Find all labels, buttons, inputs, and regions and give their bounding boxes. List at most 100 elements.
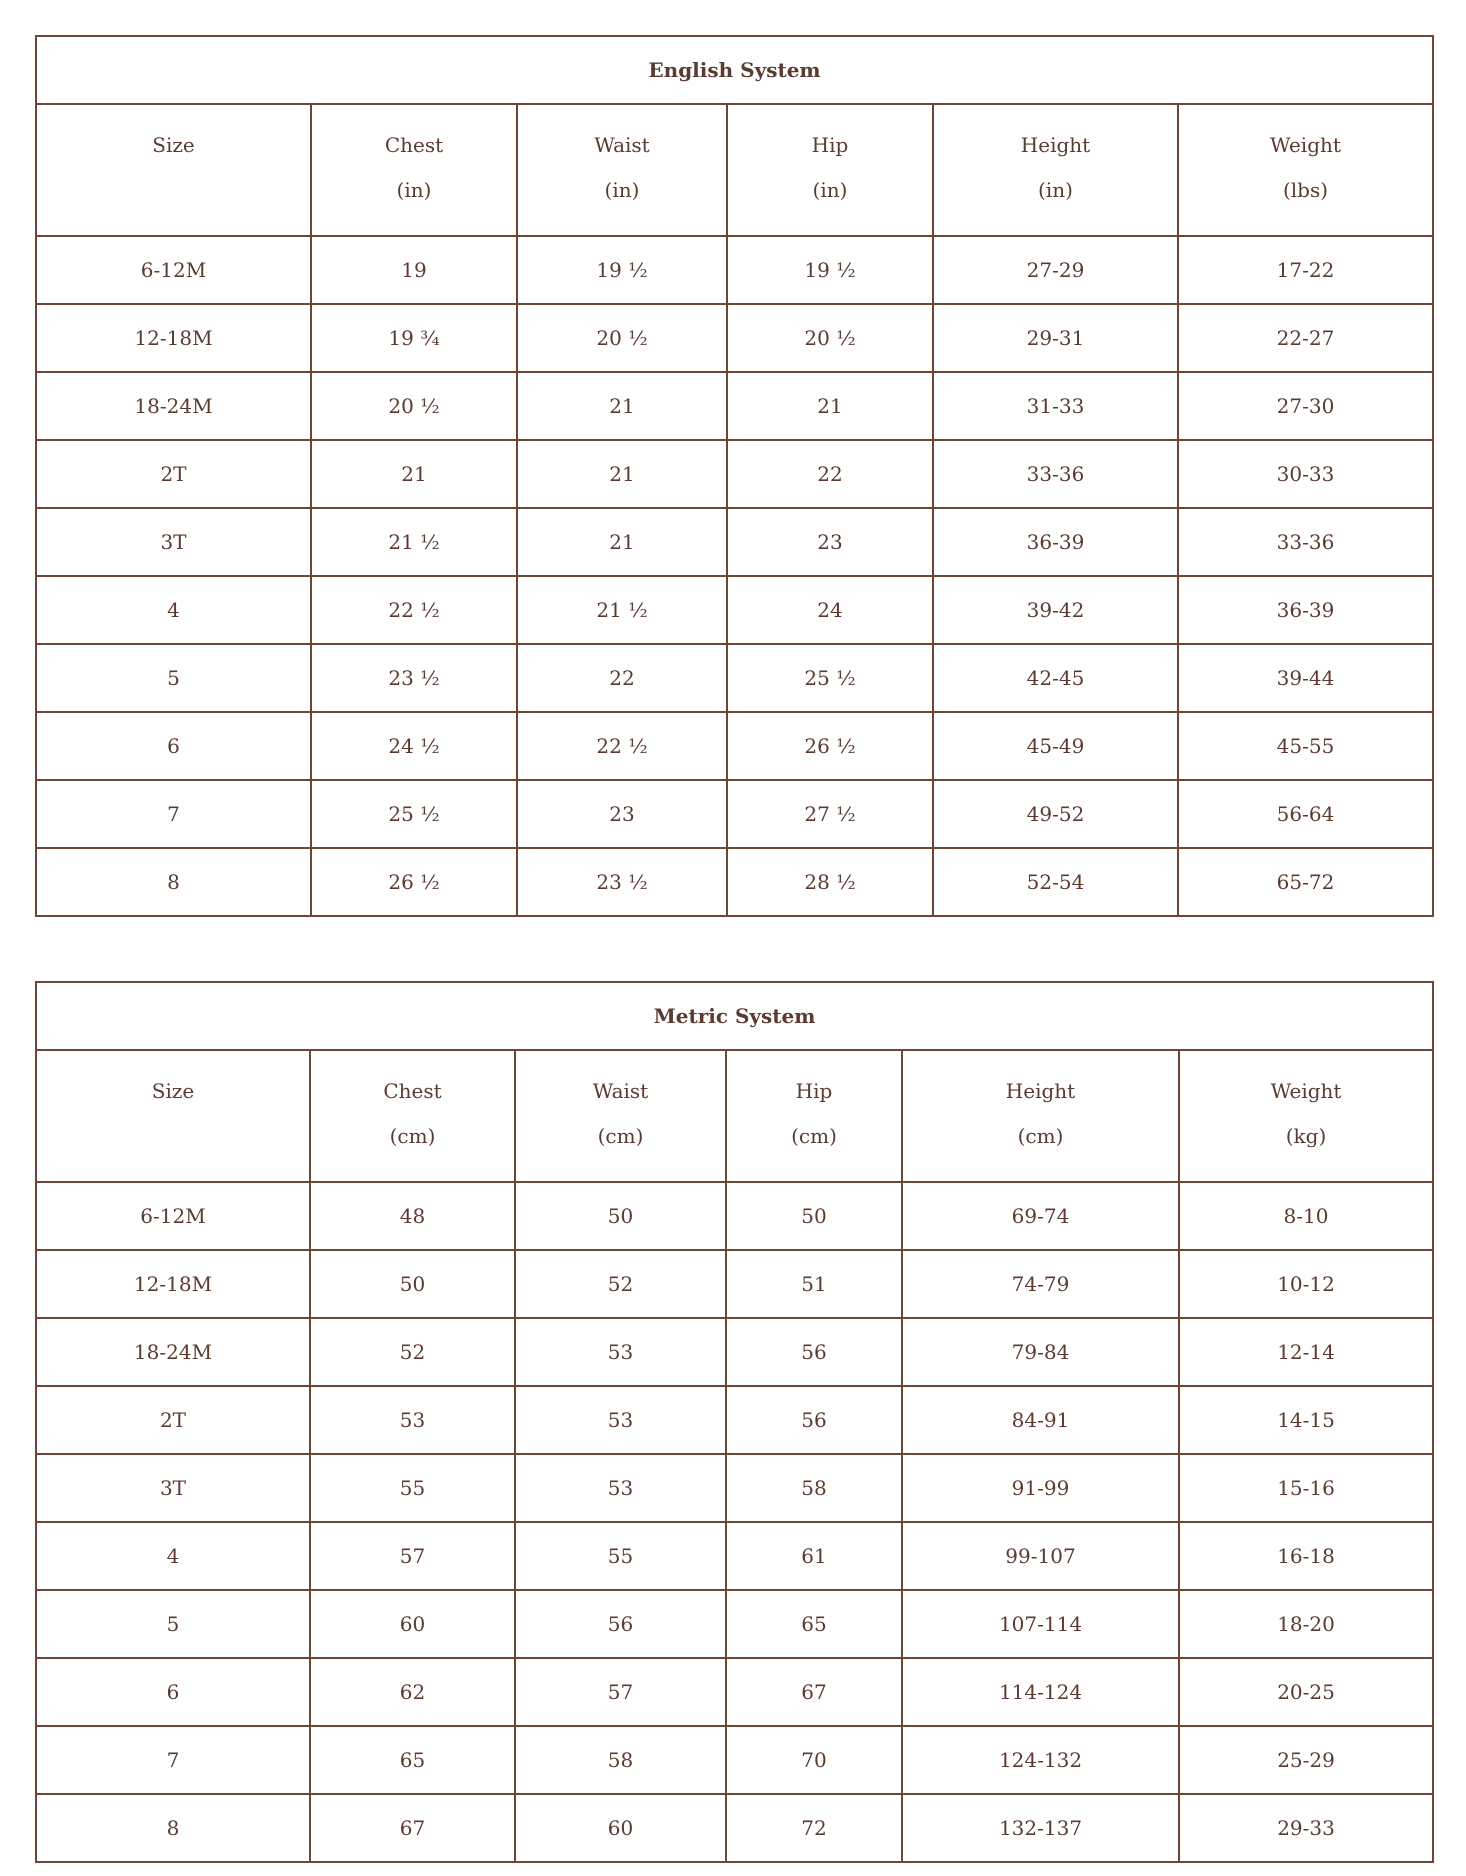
table-cell: 8 [35, 847, 312, 917]
table-cell: 2T [35, 1385, 311, 1455]
column-header: Size [35, 103, 312, 237]
header-label: Height [1020, 133, 1091, 157]
table-cell: 65 [725, 1589, 903, 1659]
table-cell: 19 ½ [516, 235, 728, 305]
table-cell: 65 [309, 1725, 516, 1795]
table-cell: 17-22 [1177, 235, 1434, 305]
table-cell: 21 [516, 371, 728, 441]
table-cell: 12-18M [35, 1249, 311, 1319]
table-row: 6 62 57 67 114-124 20-25 [35, 1657, 1435, 1727]
table-cell: 45-49 [932, 711, 1179, 781]
header-label: Waist [592, 1079, 649, 1103]
table-cell: 30-33 [1177, 439, 1434, 509]
table-cell: 55 [309, 1453, 516, 1523]
table-cell: 23 [516, 779, 728, 849]
column-header: Hip (cm) [725, 1049, 903, 1183]
table-cell: 62 [309, 1657, 516, 1727]
header-label: Chest [383, 1079, 442, 1103]
table-cell: 67 [309, 1793, 516, 1863]
column-header: Weight (kg) [1177, 1049, 1435, 1183]
table-cell: 48 [309, 1181, 516, 1251]
table-row: 3T 21 ½ 21 23 36-39 33-36 [35, 507, 1434, 577]
table-cell: 29-33 [1177, 1793, 1435, 1863]
table-cell: 74-79 [901, 1249, 1180, 1319]
table-cell: 22 [516, 643, 728, 713]
table-cell: 114-124 [901, 1657, 1180, 1727]
table-row: 6 24 ½ 22 ½ 26 ½ 45-49 45-55 [35, 711, 1434, 781]
table-cell: 45-55 [1177, 711, 1434, 781]
table-cell: 24 ½ [310, 711, 518, 781]
table-cell: 10-12 [1177, 1249, 1435, 1319]
table-cell: 29-31 [932, 303, 1179, 373]
table-cell: 23 ½ [516, 847, 728, 917]
column-header: Size [35, 1049, 311, 1183]
table-cell: 91-99 [901, 1453, 1180, 1523]
table-cell: 49-52 [932, 779, 1179, 849]
header-unit: (cm) [389, 1124, 436, 1148]
table-cell: 22-27 [1177, 303, 1434, 373]
table-cell: 27 ½ [726, 779, 934, 849]
header-unit: (in) [1038, 178, 1073, 202]
table-cell: 12-18M [35, 303, 312, 373]
table-cell: 33-36 [932, 439, 1179, 509]
column-header: Weight (lbs) [1177, 103, 1434, 237]
table-cell: 18-24M [35, 371, 312, 441]
header-unit: (in) [812, 178, 848, 202]
table-cell: 27-29 [932, 235, 1179, 305]
table-cell: 56 [725, 1385, 903, 1455]
table-cell: 15-16 [1177, 1453, 1435, 1523]
table-cell: 55 [514, 1521, 727, 1591]
table-cell: 79-84 [901, 1317, 1180, 1387]
metric-size-table: Metric System Size Chest (cm) Waist (cm) Hip (c… [34, 981, 1435, 1863]
english-size-table: English System Size Chest (in) Waist (in) Hip (… [35, 35, 1434, 917]
table-cell: 50 [725, 1181, 903, 1251]
table-cell: 21 [516, 439, 728, 509]
table-cell: 33-36 [1177, 507, 1434, 577]
table-cell: 31-33 [932, 371, 1179, 441]
table-row: 3T 55 53 58 91-99 15-16 [35, 1453, 1435, 1523]
table-cell: 60 [514, 1793, 727, 1863]
table-row: 12-18M 50 52 51 74-79 10-12 [35, 1249, 1435, 1319]
table-row: 8 26 ½ 23 ½ 28 ½ 52-54 65-72 [35, 847, 1434, 917]
table-cell: 20 ½ [310, 371, 518, 441]
table-cell: 23 [726, 507, 934, 577]
table-cell: 21 ½ [516, 575, 728, 645]
table-cell: 7 [35, 1725, 311, 1795]
table-title: English System [35, 35, 1434, 105]
table-cell: 27-30 [1177, 371, 1434, 441]
header-label: Waist [594, 133, 650, 157]
table-cell: 52 [514, 1249, 727, 1319]
table-cell: 57 [309, 1521, 516, 1591]
header-row: Size Chest (cm) Waist (cm) Hip (cm) Height (cm) W… [35, 1049, 1435, 1183]
table-cell: 3T [35, 507, 312, 577]
table-cell: 21 [726, 371, 934, 441]
table-cell: 67 [725, 1657, 903, 1727]
column-header: Height (in) [932, 103, 1179, 237]
table-cell: 56 [514, 1589, 727, 1659]
table-cell: 14-15 [1177, 1385, 1435, 1455]
table-cell: 20-25 [1177, 1657, 1435, 1727]
title-row: English System [35, 35, 1434, 105]
table-cell: 20 ½ [726, 303, 934, 373]
table-row: 8 67 60 72 132-137 29-33 [35, 1793, 1435, 1863]
header-label: Height [1005, 1079, 1076, 1103]
table-row: 18-24M 52 53 56 79-84 12-14 [35, 1317, 1435, 1387]
title-row: Metric System [34, 981, 1435, 1051]
table-row: 2T 53 53 56 84-91 14-15 [35, 1385, 1435, 1455]
table-cell: 4 [35, 1521, 311, 1591]
table-cell: 25 ½ [726, 643, 934, 713]
table-cell: 5 [35, 1589, 311, 1659]
table-cell: 61 [725, 1521, 903, 1591]
table-cell: 53 [309, 1385, 516, 1455]
table-title: Metric System [34, 981, 1435, 1051]
table-row: 12-18M 19 ¾ 20 ½ 20 ½ 29-31 22-27 [35, 303, 1434, 373]
table-cell: 53 [514, 1453, 727, 1523]
table-cell: 39-44 [1177, 643, 1434, 713]
table-cell: 132-137 [901, 1793, 1180, 1863]
column-header: Chest (in) [310, 103, 518, 237]
table-cell: 42-45 [932, 643, 1179, 713]
header-label: Weight [1270, 133, 1341, 157]
table-cell: 25-29 [1177, 1725, 1435, 1795]
header-unit: (cm) [791, 1124, 837, 1148]
table-row: 4 22 ½ 21 ½ 24 39-42 36-39 [35, 575, 1434, 645]
